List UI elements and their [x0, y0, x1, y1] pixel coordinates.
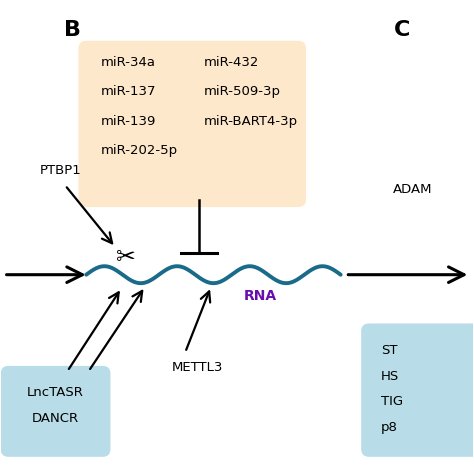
Text: miR-202-5p: miR-202-5p [100, 144, 177, 157]
Text: miR-34a: miR-34a [100, 56, 155, 69]
Text: miR-137: miR-137 [100, 85, 156, 99]
Text: TIG: TIG [381, 395, 403, 409]
Text: miR-139: miR-139 [100, 115, 156, 128]
Text: miR-509-3p: miR-509-3p [204, 85, 281, 99]
Text: miR-432: miR-432 [204, 56, 259, 69]
Text: PTBP1: PTBP1 [40, 164, 82, 177]
Text: miR-BART4-3p: miR-BART4-3p [204, 115, 298, 128]
Text: METTL3: METTL3 [171, 362, 223, 374]
FancyBboxPatch shape [79, 41, 305, 206]
FancyBboxPatch shape [362, 324, 474, 456]
Text: HS: HS [381, 370, 399, 383]
Text: C: C [394, 20, 410, 40]
Text: LncTASR: LncTASR [27, 386, 84, 399]
Text: ✂: ✂ [117, 245, 136, 269]
Text: ST: ST [381, 344, 397, 356]
Text: DANCR: DANCR [32, 412, 79, 425]
Text: RNA: RNA [244, 289, 277, 303]
Text: ADAM: ADAM [392, 183, 432, 196]
Text: p8: p8 [381, 421, 398, 434]
FancyBboxPatch shape [1, 366, 110, 456]
Text: B: B [64, 20, 81, 40]
